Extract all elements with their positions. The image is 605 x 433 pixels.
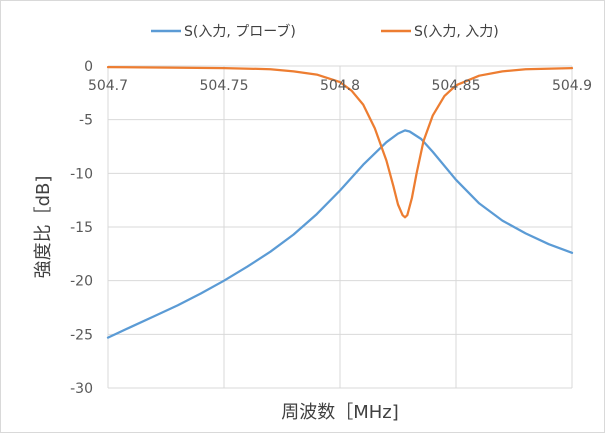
y-tick-label: -20: [70, 274, 93, 290]
y-tick-label: -10: [70, 166, 93, 182]
series-line-1: [106, 129, 574, 339]
y-tick-label: 0: [84, 59, 93, 75]
legend: S(入力, プローブ) S(入力, 入力): [151, 23, 499, 40]
y-tick-label: -5: [79, 113, 93, 129]
x-tick-label: 504.8: [320, 78, 360, 94]
x-tick-label: 504.7: [88, 78, 128, 94]
x-axis-title: 周波数［MHz]: [281, 402, 399, 423]
series-group: [106, 65, 574, 339]
gridlines: [107, 65, 573, 389]
x-axis-ticks: 504.7 504.75 504.8 504.85 504.9: [88, 78, 592, 94]
y-tick-label: -30: [70, 381, 93, 397]
x-tick-label: 504.85: [432, 78, 481, 94]
x-tick-label: 504.9: [552, 78, 592, 94]
y-axis-ticks: 0 -5 -10 -15 -20 -25 -30: [70, 59, 93, 397]
legend-label-2: S(入力, 入力): [414, 24, 499, 40]
y-axis-title: 強度比［dB]: [33, 176, 54, 279]
series-line-2: [106, 65, 574, 219]
y-tick-label: -15: [70, 220, 93, 236]
x-tick-label: 504.75: [200, 78, 249, 94]
legend-label-1: S(入力, プローブ): [184, 23, 296, 40]
y-tick-label: -25: [70, 327, 93, 343]
